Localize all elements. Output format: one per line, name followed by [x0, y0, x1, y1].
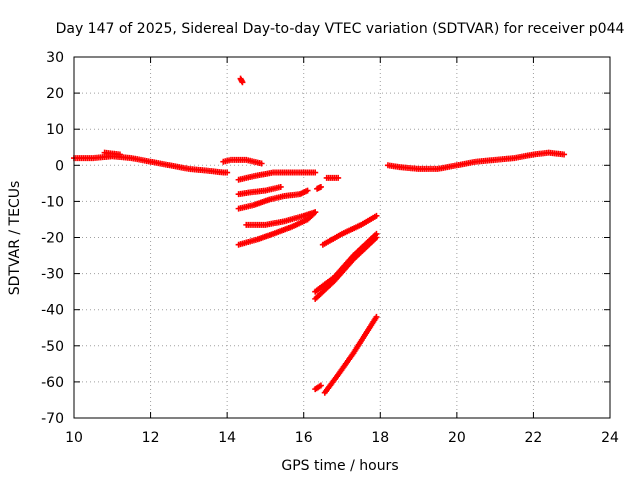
y-tick-label: -30	[41, 267, 64, 283]
x-tick-label: 18	[371, 430, 389, 446]
series-track-l	[319, 212, 380, 248]
x-tick-label: 22	[525, 430, 543, 446]
series-track-e	[235, 169, 319, 183]
series-track-q	[384, 149, 568, 172]
y-tick-label: -50	[41, 339, 64, 355]
data-point	[373, 212, 380, 219]
x-tick-label: 12	[142, 430, 160, 446]
x-tick-label: 14	[218, 430, 236, 446]
data-point	[239, 79, 246, 86]
y-tick-label: 30	[46, 50, 64, 66]
series-track-m	[312, 230, 380, 295]
chart-title: Day 147 of 2025, Sidereal Day-to-day VTE…	[56, 21, 625, 37]
data-point	[312, 209, 319, 216]
y-tick-label: -40	[41, 303, 64, 319]
y-tick-label: -20	[41, 231, 64, 247]
y-tick-label: -10	[41, 194, 64, 210]
x-tick-label: 20	[448, 430, 466, 446]
y-tick-label: -70	[41, 411, 64, 427]
series-track-g	[235, 187, 311, 212]
series-track-j	[314, 183, 324, 192]
y-axis-label: SDTVAR / TECUs	[7, 181, 23, 296]
series-track-f	[235, 183, 284, 198]
series-track-o	[312, 382, 324, 393]
series-track-n	[312, 234, 380, 302]
series-track-p	[321, 313, 380, 396]
x-tick-label: 24	[601, 430, 619, 446]
series-track-c	[220, 156, 265, 167]
y-tick-label: -60	[41, 375, 64, 391]
data-point	[312, 169, 319, 176]
y-tick-label: 20	[46, 86, 64, 102]
series-track-k	[323, 174, 342, 181]
y-tick-label: 0	[55, 158, 64, 174]
x-axis-label: GPS time / hours	[281, 458, 398, 474]
data-point	[317, 382, 324, 389]
series-track-b	[101, 149, 123, 158]
series-track-a	[71, 153, 231, 176]
series-track-i	[235, 209, 319, 248]
data-point	[373, 234, 380, 241]
data-points	[71, 75, 568, 396]
data-point	[258, 160, 265, 167]
data-point	[373, 313, 380, 320]
x-tick-label: 10	[65, 430, 83, 446]
series-track-h	[243, 209, 319, 228]
grid	[74, 57, 610, 418]
y-axis: 30 20 10 0 -10 -20 -30 -40 -50 -60 -70	[41, 50, 610, 427]
y-tick-label: 10	[46, 122, 64, 138]
data-point	[304, 187, 311, 194]
x-tick-label: 16	[295, 430, 313, 446]
data-point	[561, 151, 568, 158]
data-point	[277, 183, 284, 190]
x-axis: 10 12 14 16 18 20 22 24	[65, 57, 619, 446]
data-point	[317, 183, 324, 190]
series-track-d	[237, 75, 246, 86]
data-point	[116, 151, 123, 158]
data-point	[224, 169, 231, 176]
data-point	[335, 174, 342, 181]
